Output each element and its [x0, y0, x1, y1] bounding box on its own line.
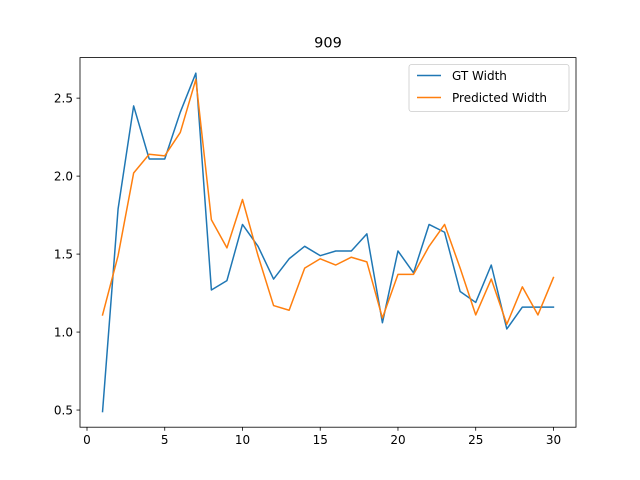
x-tick-label: 0 — [83, 433, 91, 447]
y-tick-label: 1.5 — [54, 247, 73, 261]
x-tick-label: 20 — [390, 433, 405, 447]
series-line-predicted-width — [101, 78, 555, 326]
y-tick-label: 2.0 — [54, 169, 73, 183]
axes: 0 5 10 15 20 25 30 0.5 1.0 1.5 2.0 2.5 — [54, 57, 577, 447]
y-tick-label: 0.5 — [54, 403, 73, 417]
plot-lines — [101, 72, 555, 413]
chart-title: 909 — [314, 36, 342, 52]
x-tick-label: 5 — [161, 433, 169, 447]
x-tick-label: 30 — [546, 433, 561, 447]
y-tick-label: 1.0 — [54, 325, 73, 339]
series-line-gt-width — [101, 72, 555, 413]
legend-label: GT Width — [452, 69, 507, 83]
x-tick-label: 25 — [468, 433, 483, 447]
legend-box — [408, 64, 570, 112]
axes-frame — [79, 57, 577, 428]
x-tick-label: 10 — [235, 433, 250, 447]
legend: GT Width Predicted Width — [408, 64, 570, 112]
x-tick-label: 15 — [313, 433, 328, 447]
y-tick-label: 2.5 — [54, 91, 73, 105]
legend-label: Predicted Width — [452, 91, 547, 105]
